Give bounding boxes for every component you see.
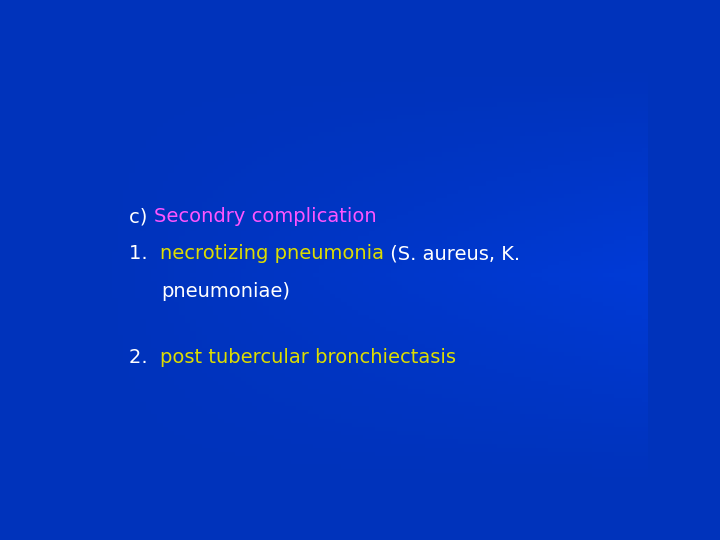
- Text: pneumoniae): pneumoniae): [161, 282, 290, 301]
- Text: post tubercular bronchiectasis: post tubercular bronchiectasis: [160, 348, 456, 367]
- Text: 2.: 2.: [129, 348, 160, 367]
- Text: Secondry complication: Secondry complication: [153, 207, 377, 226]
- Text: (S. aureus, K.: (S. aureus, K.: [384, 245, 521, 264]
- Text: necrotizing pneumonia: necrotizing pneumonia: [160, 245, 384, 264]
- Text: 1.: 1.: [129, 245, 160, 264]
- Text: c): c): [129, 207, 153, 226]
